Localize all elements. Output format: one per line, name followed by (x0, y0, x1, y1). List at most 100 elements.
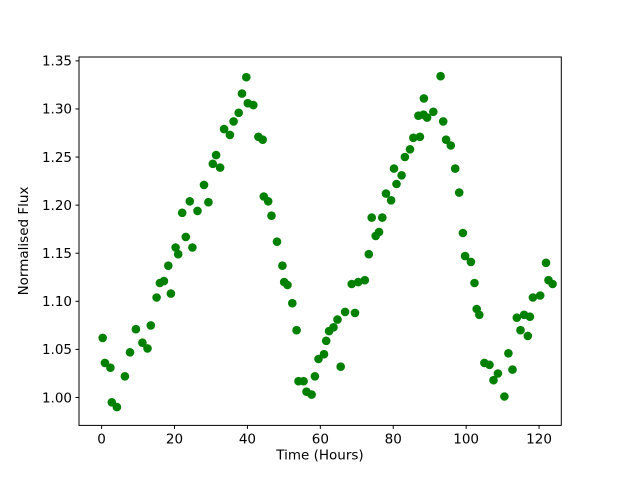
data-point (353, 277, 363, 287)
data-point (441, 135, 451, 144)
data-point (350, 308, 360, 318)
data-point (234, 108, 243, 118)
data-point (307, 390, 316, 399)
data-point (446, 141, 456, 150)
data-point (409, 133, 418, 143)
data-point (333, 315, 342, 324)
data-point (263, 197, 273, 206)
data-point (237, 89, 247, 98)
data-point (329, 323, 338, 332)
data-point (112, 402, 122, 412)
data-point (500, 392, 509, 401)
data-point (340, 307, 350, 317)
data-point (299, 376, 308, 386)
y-tick-label: 1.05 (42, 342, 72, 358)
data-point (360, 275, 370, 285)
y-tick-label: 1.25 (42, 150, 72, 166)
data-point (319, 349, 329, 359)
y-tick-label: 1.20 (42, 198, 72, 214)
data-point (504, 349, 513, 358)
data-point (460, 251, 470, 261)
data-point (436, 71, 445, 81)
x-tick-label: 0 (97, 431, 106, 447)
data-point (400, 152, 410, 162)
data-point (215, 163, 225, 172)
data-point (292, 325, 301, 335)
data-point (188, 243, 197, 252)
data-point (211, 150, 221, 160)
data-point (367, 213, 377, 222)
data-point (541, 258, 551, 268)
data-point (310, 372, 320, 381)
data-point (272, 237, 282, 246)
data-point (458, 228, 468, 238)
data-point (199, 180, 209, 190)
data-point (548, 279, 557, 289)
data-point (143, 344, 152, 353)
data-point (489, 375, 498, 385)
data-point (138, 338, 147, 348)
y-axis-ticks: 1.00 1.05 1.10 1.15 1.20 1.25 1.30 1.35 (42, 54, 79, 406)
data-point (392, 179, 401, 189)
x-axis-label: Time (Hours) (275, 448, 363, 464)
y-tick-label: 1.35 (42, 54, 72, 70)
x-tick-label: 40 (239, 431, 256, 447)
data-point (493, 369, 503, 378)
data-point (389, 164, 399, 173)
data-point (225, 130, 235, 140)
data-point (249, 100, 258, 110)
data-point (397, 171, 406, 180)
x-tick-label: 80 (385, 431, 402, 447)
data-point (475, 310, 484, 320)
data-point (523, 331, 533, 341)
data-point (321, 336, 331, 346)
data-point (219, 124, 229, 134)
data-point (283, 280, 292, 290)
data-point (98, 333, 107, 343)
y-tick-label: 1.00 (42, 390, 72, 406)
data-point (336, 362, 346, 372)
data-point (229, 117, 238, 126)
x-tick-label: 120 (526, 431, 552, 447)
data-point (374, 227, 384, 237)
data-point (242, 72, 251, 82)
data-point (508, 365, 517, 374)
data-point (131, 324, 141, 334)
data-point (278, 261, 287, 271)
data-point (454, 188, 464, 197)
x-tick-label: 60 (312, 431, 329, 447)
data-point (512, 313, 522, 323)
data-point (386, 196, 396, 205)
data-point (525, 312, 535, 322)
y-tick-label: 1.30 (42, 102, 72, 118)
data-point (120, 372, 130, 381)
data-point (173, 249, 183, 259)
data-point (364, 249, 374, 259)
data-point (177, 208, 187, 218)
data-point (166, 289, 176, 298)
data-point (164, 261, 173, 271)
data-point (288, 298, 297, 308)
data-point (378, 213, 387, 222)
y-tick-label: 1.15 (42, 246, 72, 262)
data-point (470, 278, 479, 288)
scatter-points (98, 71, 557, 412)
data-point (450, 164, 460, 173)
plot-area (78, 56, 562, 426)
x-axis-ticks: 0 20 40 60 80 100 120 (97, 425, 552, 447)
x-tick-label: 100 (453, 431, 479, 447)
x-tick-label: 20 (166, 431, 183, 447)
data-point (381, 189, 391, 198)
y-axis-label: Normalised Flux (16, 187, 32, 296)
data-point (347, 279, 357, 289)
y-tick-label: 1.10 (42, 294, 72, 310)
data-point (193, 206, 202, 216)
data-point (429, 107, 438, 117)
data-point (438, 117, 448, 126)
data-point (419, 94, 429, 103)
data-point (258, 135, 268, 144)
data-point (466, 257, 476, 267)
data-point (204, 197, 213, 207)
